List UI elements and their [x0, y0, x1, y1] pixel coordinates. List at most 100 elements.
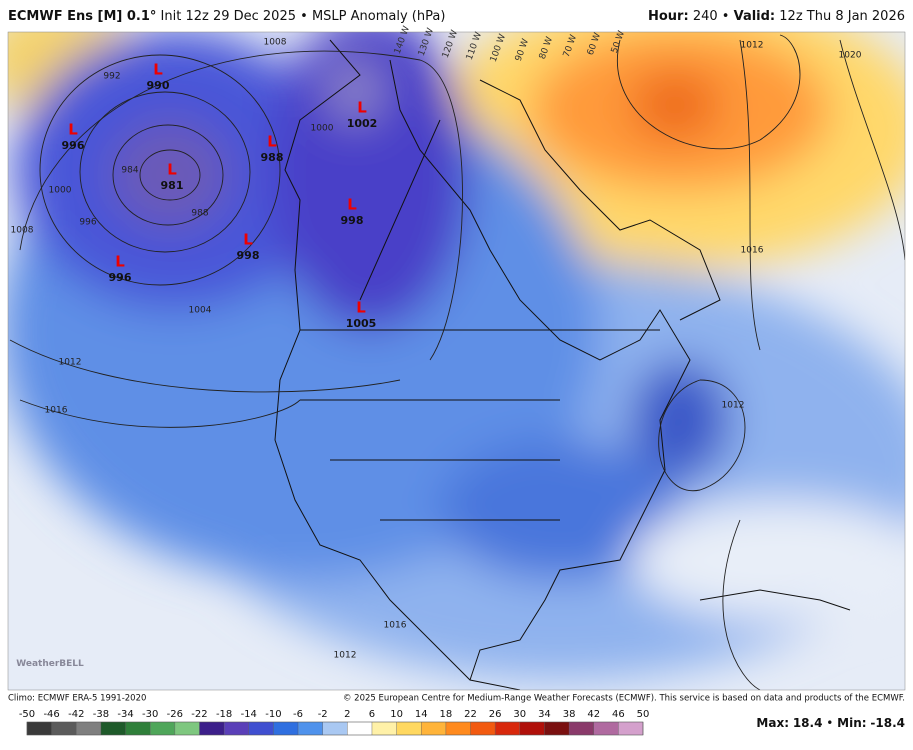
colorbar-swatch	[51, 722, 77, 735]
low-symbol: L	[115, 253, 125, 271]
low-pressure-value: 996	[62, 139, 85, 152]
colorbar-tick-label: 46	[612, 709, 625, 720]
max: 18.4	[793, 716, 823, 730]
colorbar-swatch	[174, 722, 200, 735]
low-symbol: L	[347, 196, 357, 214]
colorbar-tick-label: -10	[265, 709, 281, 720]
colorbar-swatch	[150, 722, 175, 735]
low-pressure-value: 1005	[346, 317, 377, 330]
colorbar-tick-label: 50	[637, 709, 650, 720]
low-pressure-value: 1002	[347, 117, 378, 130]
header-left: ECMWF Ens [M] 0.1° Init 12z 29 Dec 2025 …	[8, 9, 445, 24]
colorbar-tick-label: 38	[563, 709, 576, 720]
header-right: Hour: 240 • Valid: 12z Thu 8 Jan 2026	[648, 9, 905, 24]
max-label: Max:	[756, 716, 789, 730]
low-symbol: L	[356, 299, 366, 317]
min-label: Min:	[837, 716, 866, 730]
low-pressure-value: 981	[161, 179, 184, 192]
colorbar-swatch	[347, 722, 372, 735]
isobar-label: 1008	[11, 226, 34, 236]
colorbar-tick-label: 30	[513, 709, 526, 720]
isobars	[9, 34, 905, 690]
min: -18.4	[870, 716, 905, 730]
isobar-label: 988	[191, 209, 208, 219]
isobar-label: 1004	[189, 306, 212, 316]
colorbar-tick-label: 26	[489, 709, 502, 720]
colorbar-swatch	[100, 722, 126, 735]
colorbar-swatch	[76, 722, 101, 735]
separator: •	[722, 9, 730, 24]
colorbar-swatch	[618, 722, 643, 735]
colorbar-swatch	[371, 722, 397, 735]
colorbar-swatch	[569, 722, 594, 735]
colorbar-tick-label: -46	[43, 709, 59, 720]
init: Init 12z 29 Dec 2025	[161, 9, 296, 24]
valid-label: Valid:	[734, 9, 776, 24]
colorbar-swatch	[248, 722, 274, 735]
isobar-label: 984	[121, 166, 138, 176]
colorbar-tick-label: 2	[344, 709, 350, 720]
isobar-label: 1000	[49, 186, 72, 196]
colorbar-swatch	[298, 722, 323, 735]
colorbar-tick-label: -26	[167, 709, 183, 720]
field: MSLP Anomaly (hPa)	[312, 9, 445, 24]
colorbar-tick-label: -14	[241, 709, 257, 720]
colorbar-tick-label: 14	[415, 709, 428, 720]
colorbar-tick-label: 22	[464, 709, 477, 720]
colorbar-swatch	[199, 722, 225, 735]
colorbar-tick-label: 6	[369, 709, 375, 720]
low-pressure-value: 998	[341, 214, 364, 227]
model: ECMWF Ens [M] 0.1°	[8, 9, 156, 24]
isobar-label: 1020	[839, 51, 862, 61]
low-symbol: L	[243, 231, 253, 249]
colorbar-swatch	[470, 722, 496, 735]
coastlines	[274, 39, 851, 690]
max-min: Max: 18.4 • Min: -18.4	[756, 716, 905, 730]
colorbar-swatch	[593, 722, 619, 735]
climo: Climo: ECMWF ERA-5 1991-2020	[8, 694, 146, 704]
colorbar-swatch	[27, 722, 52, 735]
watermark: WeatherBELL	[16, 659, 84, 669]
isobar-label: 1012	[334, 651, 357, 661]
colorbar-tick-label: -22	[191, 709, 207, 720]
copyright: © 2025 European Centre for Medium-Range …	[343, 694, 905, 704]
low-symbol: L	[167, 161, 177, 179]
colorbar-swatch	[224, 722, 249, 735]
hour-label: Hour:	[648, 9, 689, 24]
colorbar-swatch	[495, 722, 520, 735]
colorbar-tick-label: -6	[293, 709, 303, 720]
low-symbol: L	[357, 99, 367, 117]
isobar-label: 996	[79, 218, 96, 228]
colorbar-swatch	[125, 722, 151, 735]
isobar-label: 1008	[264, 38, 287, 48]
colorbar-swatch	[273, 722, 299, 735]
colorbar-tick-label: 18	[440, 709, 453, 720]
isobar-label: 1012	[722, 401, 745, 411]
low-symbol: L	[267, 133, 277, 151]
isobar-label: 1012	[741, 41, 764, 51]
separator: •	[826, 716, 833, 730]
colorbar-tick-label: -50	[19, 709, 35, 720]
colorbar-swatch	[544, 722, 570, 735]
isobar-label: 1016	[45, 406, 68, 416]
colorbar-tick-label: -42	[68, 709, 84, 720]
isobar-label: 992	[103, 72, 120, 82]
colorbar-swatch	[322, 722, 348, 735]
low-symbol: L	[153, 61, 163, 79]
colorbar-tick-label: -34	[117, 709, 133, 720]
low-pressure-value: 998	[237, 249, 260, 262]
low-pressure-value: 996	[109, 271, 132, 284]
isobar-label: 1012	[59, 358, 82, 368]
colorbar-tick-label: -30	[142, 709, 158, 720]
colorbar-tick-label: -18	[216, 709, 232, 720]
colorbar-swatch	[519, 722, 545, 735]
colorbar-tick-label: -2	[318, 709, 328, 720]
valid: 12z Thu 8 Jan 2026	[779, 9, 905, 24]
separator: •	[300, 9, 308, 24]
low-pressure-value: 988	[261, 151, 284, 164]
colorbar-swatch	[445, 722, 471, 735]
isobar-label: 1000	[311, 124, 334, 134]
isobar-label: 1016	[741, 246, 764, 256]
